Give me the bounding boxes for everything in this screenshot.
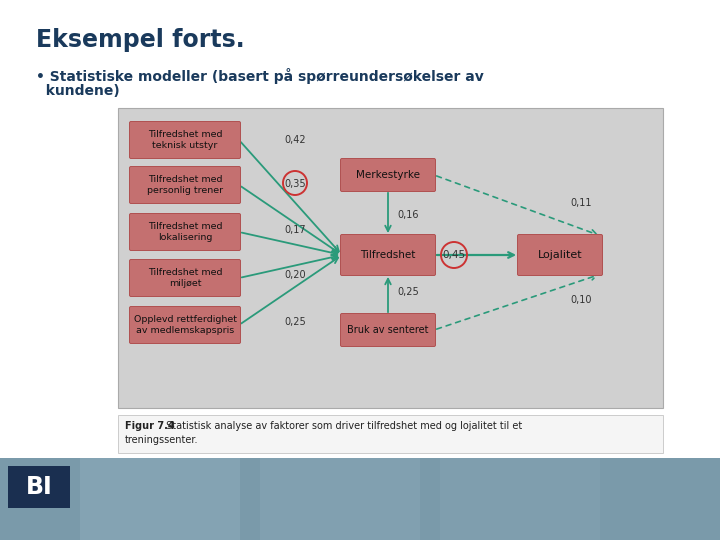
- Text: 0,17: 0,17: [284, 225, 306, 235]
- Text: • Statistiske modeller (basert på spørreundersøkelser av: • Statistiske modeller (basert på spørre…: [36, 68, 484, 84]
- Text: Tilfredshet med
miljøet: Tilfredshet med miljøet: [148, 268, 222, 288]
- Text: Tilfredshet med
teknisk utstyr: Tilfredshet med teknisk utstyr: [148, 130, 222, 150]
- Text: Tilfredshet med
personlig trener: Tilfredshet med personlig trener: [147, 175, 223, 195]
- Bar: [440, 458, 600, 540]
- Text: 0,10: 0,10: [570, 295, 592, 306]
- Text: 0,25: 0,25: [397, 287, 419, 298]
- Text: 0,35: 0,35: [284, 179, 306, 189]
- Text: Opplevd rettferdighet
av medlemskapspris: Opplevd rettferdighet av medlemskapspris: [133, 315, 236, 335]
- FancyBboxPatch shape: [341, 234, 436, 275]
- Text: 0,20: 0,20: [284, 270, 306, 280]
- FancyBboxPatch shape: [130, 213, 240, 251]
- Text: BI: BI: [26, 475, 53, 499]
- Text: Lojalitet: Lojalitet: [538, 250, 582, 260]
- Text: Figur 7.4: Figur 7.4: [125, 421, 175, 431]
- Text: Merkestyrke: Merkestyrke: [356, 170, 420, 180]
- FancyBboxPatch shape: [341, 314, 436, 347]
- Text: 0,25: 0,25: [284, 317, 306, 327]
- FancyBboxPatch shape: [130, 122, 240, 159]
- Bar: [0, 458, 720, 540]
- Text: 0,45: 0,45: [442, 250, 466, 260]
- Bar: [118, 108, 663, 408]
- Text: Statistisk analyse av faktorer som driver tilfredshet med og lojalitet til et: Statistisk analyse av faktorer som drive…: [163, 421, 522, 431]
- FancyBboxPatch shape: [130, 166, 240, 204]
- Text: Bruk av senteret: Bruk av senteret: [347, 325, 428, 335]
- Text: Eksempel forts.: Eksempel forts.: [36, 28, 245, 52]
- Bar: [8, 466, 70, 508]
- Text: 0,16: 0,16: [397, 210, 418, 220]
- Text: Tilfredshet med
lokalisering: Tilfredshet med lokalisering: [148, 222, 222, 242]
- Bar: [80, 458, 240, 540]
- FancyBboxPatch shape: [518, 234, 603, 275]
- Text: kundene): kundene): [36, 84, 120, 98]
- FancyBboxPatch shape: [341, 159, 436, 192]
- Text: Tilfredshet: Tilfredshet: [360, 250, 415, 260]
- Text: 0,42: 0,42: [284, 135, 306, 145]
- Bar: [260, 458, 420, 540]
- Bar: [118, 415, 663, 453]
- FancyBboxPatch shape: [130, 307, 240, 343]
- FancyBboxPatch shape: [130, 260, 240, 296]
- Text: treningssenter.: treningssenter.: [125, 435, 199, 445]
- Text: 0,11: 0,11: [570, 198, 592, 208]
